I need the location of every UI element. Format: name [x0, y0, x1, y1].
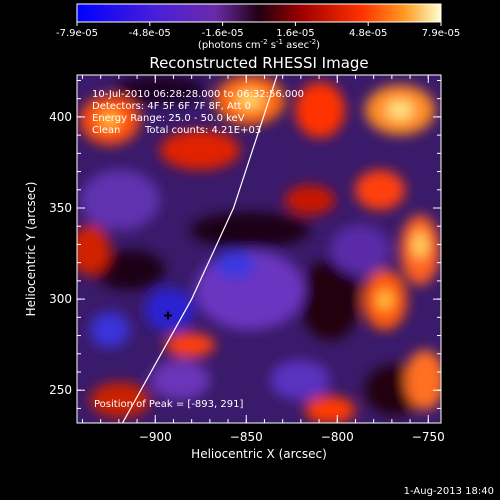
colorbar-tick-label: 1.6e-05: [276, 28, 314, 39]
annotations: 10-Jul-2010 06:28:28.000 to 06:32:56.000…: [92, 89, 304, 410]
colorbar-tick-label: 7.9e-05: [422, 28, 460, 39]
colorbar-tick-label: -7.9e-05: [56, 28, 98, 39]
peak-marker: [164, 311, 172, 320]
colorbar-tick-label: -1.6e-05: [202, 28, 244, 39]
x-tick-label: −900: [139, 430, 172, 444]
annotation-method: Clean: [92, 125, 120, 136]
annotation-time-range: 10-Jul-2010 06:28:28.000 to 06:32:56.000: [92, 89, 304, 100]
y-tick-label: 250: [49, 383, 72, 397]
annotation-detectors: Detectors: 4F 5F 6F 7F 8F, Att 0: [92, 101, 251, 112]
timestamp: 1-Aug-2013 18:40: [404, 486, 494, 497]
annotation-energy-range: Energy Range: 25.0 - 50.0 keV: [92, 113, 245, 124]
x-tick-label: −850: [230, 430, 263, 444]
annotation-total-counts: Total counts: 4.21E+03: [144, 125, 261, 136]
y-axis-label: Heliocentric Y (arcsec): [24, 182, 38, 317]
y-tick-label: 300: [49, 292, 72, 306]
solar-limb-line: [121, 75, 278, 423]
axis-ticks: −900 −850 −800 −750 250 300 350 400: [49, 75, 445, 444]
heatmap: [77, 75, 441, 423]
annotation-peak-position: Position of Peak = [-893, 291]: [94, 399, 243, 410]
colorbar-ticks: -7.9e-05 -4.8e-05 -1.6e-05 1.6e-05 4.8e-05 7.…: [56, 22, 460, 39]
plot-frame: [76, 74, 442, 424]
y-tick-label: 350: [49, 201, 72, 215]
colorbar-units: (photons cm-2 s-1 asec-2): [198, 38, 320, 51]
colorbar: [76, 3, 442, 23]
x-tick-label: −800: [321, 430, 354, 444]
x-tick-label: −750: [412, 430, 445, 444]
chart-title: Reconstructed RHESSI Image: [149, 54, 368, 72]
colorbar-tick-label: -4.8e-05: [129, 28, 171, 39]
colorbar-tick-label: 4.8e-05: [349, 28, 387, 39]
x-axis-label: Heliocentric X (arcsec): [191, 447, 327, 461]
y-tick-label: 400: [49, 110, 72, 124]
